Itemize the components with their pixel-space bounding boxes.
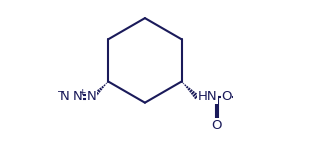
Text: N: N [87,90,97,103]
Text: HN: HN [198,90,217,103]
Text: N: N [60,90,69,103]
Text: O: O [212,119,222,132]
Text: O: O [221,90,232,103]
Text: −: − [57,87,66,97]
Text: +: + [78,88,85,97]
Text: N: N [73,90,82,103]
